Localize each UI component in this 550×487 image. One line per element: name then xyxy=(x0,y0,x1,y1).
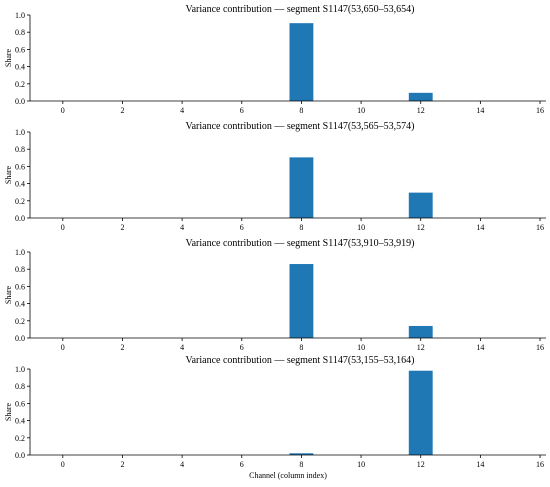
y-axis-label: Share xyxy=(4,48,13,67)
bar-channel-12 xyxy=(408,370,433,455)
y-tick-label: 1.0 xyxy=(15,11,25,20)
y-tick-label: 1.0 xyxy=(15,128,25,137)
x-tick-label: 4 xyxy=(180,106,184,115)
y-tick-label: 0.2 xyxy=(15,434,25,443)
y-tick-label: 0.4 xyxy=(15,180,25,189)
y-tick-label: 0.0 xyxy=(15,214,25,223)
y-tick-label: 1.0 xyxy=(15,248,25,257)
y-tick-label: 0.0 xyxy=(15,451,25,460)
x-tick-label: 2 xyxy=(120,460,124,469)
x-tick-label: 12 xyxy=(417,106,425,115)
x-tick-label: 8 xyxy=(299,460,303,469)
bar-channel-12 xyxy=(408,192,433,218)
chart-panel-2: 0.0 0.2 0.4 0.6 0.8 1.0 0 2 4 6 8 10 12 14 16 Variance … xyxy=(4,121,546,232)
x-tick-label: 14 xyxy=(476,343,484,352)
chart-panel-4: 0.0 0.2 0.4 0.6 0.8 1.0 0 2 4 6 8 10 12 14 16 Variance … xyxy=(4,355,546,480)
y-tick-label: 0.2 xyxy=(15,317,25,326)
x-tick-label: 6 xyxy=(240,106,244,115)
x-tick-label: 16 xyxy=(536,343,544,352)
y-tick-label: 0.6 xyxy=(15,162,25,171)
x-tick-label: 12 xyxy=(417,460,425,469)
chart-title: Variance contribution — segment S1147(53… xyxy=(185,4,414,15)
bar-channel-8 xyxy=(289,157,314,218)
y-tick-label: 0.8 xyxy=(15,145,25,154)
y-tick-label: 0.2 xyxy=(15,80,25,89)
y-axis-label: Share xyxy=(4,402,13,421)
x-tick-label: 10 xyxy=(357,343,365,352)
x-tick-label: 2 xyxy=(120,343,124,352)
x-tick-label: 14 xyxy=(476,223,484,232)
y-tick-label: 1.0 xyxy=(15,365,25,374)
x-tick-label: 0 xyxy=(61,223,65,232)
x-tick-label: 4 xyxy=(180,343,184,352)
y-tick-label: 0.8 xyxy=(15,265,25,274)
y-tick-label: 0.8 xyxy=(15,28,25,37)
x-tick-label: 8 xyxy=(299,223,303,232)
y-tick-label: 0.4 xyxy=(15,417,25,426)
y-tick-label: 0.0 xyxy=(15,334,25,343)
y-tick-label: 0.4 xyxy=(15,300,25,309)
x-tick-label: 10 xyxy=(357,460,365,469)
x-tick-label: 16 xyxy=(536,460,544,469)
x-tick-label: 16 xyxy=(536,223,544,232)
x-tick-label: 2 xyxy=(120,106,124,115)
x-tick-label: 0 xyxy=(61,343,65,352)
x-tick-label: 6 xyxy=(240,223,244,232)
bar-channel-12 xyxy=(408,92,433,101)
x-tick-label: 4 xyxy=(180,223,184,232)
bar-channel-8 xyxy=(289,23,314,102)
chart-panel-1: 0.0 0.2 0.4 0.6 0.8 1.0 0 2 4 6 8 10 12 14 16 Variance … xyxy=(4,4,546,115)
y-tick-label: 0.0 xyxy=(15,97,25,106)
y-tick-label: 0.6 xyxy=(15,282,25,291)
bar-channel-8 xyxy=(289,453,314,455)
bar-channel-8 xyxy=(289,264,314,338)
y-tick-label: 0.4 xyxy=(15,63,25,72)
x-tick-label: 8 xyxy=(299,343,303,352)
x-tick-label: 14 xyxy=(476,106,484,115)
y-tick-label: 0.2 xyxy=(15,197,25,206)
x-tick-label: 2 xyxy=(120,223,124,232)
x-tick-label: 0 xyxy=(61,106,65,115)
y-tick-label: 0.6 xyxy=(15,45,25,54)
x-axis-label: Channel (column index) xyxy=(249,471,327,480)
chart-panel-3: 0.0 0.2 0.4 0.6 0.8 1.0 0 2 4 6 8 10 12 14 16 Variance … xyxy=(4,238,546,352)
x-tick-label: 10 xyxy=(357,223,365,232)
x-tick-label: 12 xyxy=(417,223,425,232)
x-tick-label: 10 xyxy=(357,106,365,115)
x-tick-label: 12 xyxy=(417,343,425,352)
x-tick-label: 14 xyxy=(476,460,484,469)
x-tick-label: 8 xyxy=(299,106,303,115)
bar-channel-12 xyxy=(408,325,433,338)
x-tick-label: 6 xyxy=(240,460,244,469)
x-tick-label: 4 xyxy=(180,460,184,469)
y-axis-label: Share xyxy=(4,285,13,304)
chart-title: Variance contribution — segment S1147(53… xyxy=(185,355,414,366)
y-tick-label: 0.6 xyxy=(15,399,25,408)
y-axis-label: Share xyxy=(4,165,13,184)
chart-title: Variance contribution — segment S1147(53… xyxy=(185,238,414,249)
x-tick-label: 0 xyxy=(61,460,65,469)
x-tick-label: 16 xyxy=(536,106,544,115)
y-tick-label: 0.8 xyxy=(15,382,25,391)
x-tick-label: 6 xyxy=(240,343,244,352)
chart-title: Variance contribution — segment S1147(53… xyxy=(185,121,414,132)
